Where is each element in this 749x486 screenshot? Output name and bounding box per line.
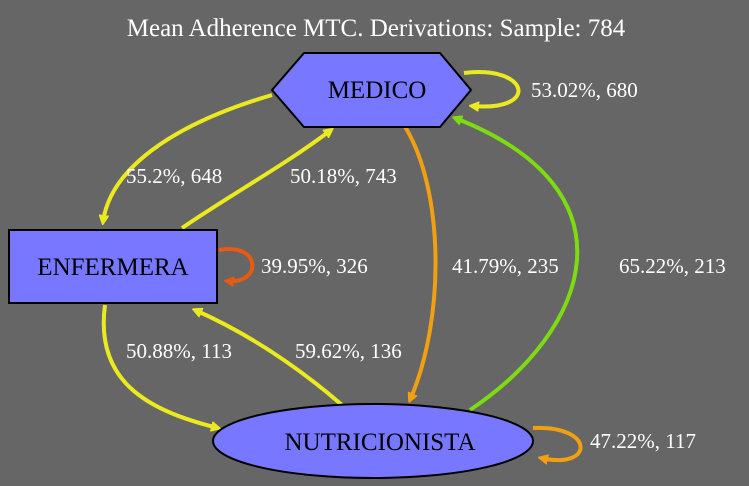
node-enfermera-label: ENFERMERA xyxy=(37,254,188,281)
node-medico-label: MEDICO xyxy=(328,77,427,104)
edge-enfermera-self xyxy=(218,247,255,281)
edge-label-enfermera-medico: 50.18%, 743 xyxy=(290,164,397,188)
edge-medico-to-nutricionista xyxy=(402,123,438,400)
edge-enfermera-to-nutricionista xyxy=(101,304,218,428)
edge-enfermera-to-medico xyxy=(180,130,331,230)
edge-label-medico-nutricionista: 41.79%, 235 xyxy=(452,254,559,278)
edge-nutricionista-to-medico xyxy=(455,118,580,412)
edge-label-nutricionista-medico: 65.22%, 213 xyxy=(619,254,726,278)
node-medico[interactable]: MEDICO xyxy=(270,52,473,128)
edge-label-medico-enfermera: 55.2%, 648 xyxy=(126,164,222,188)
edge-label-nutricionista-self: 47.22%, 117 xyxy=(590,429,696,453)
edge-label-medico-self: 53.02%, 680 xyxy=(531,78,638,102)
edge-medico-to-enfermera xyxy=(103,93,273,222)
edge-label-nutricionista-enfermera: 59.62%, 136 xyxy=(295,339,402,363)
edge-label-enfermera-nutricionista: 50.88%, 113 xyxy=(126,339,232,363)
node-enfermera[interactable]: ENFERMERA xyxy=(8,229,218,304)
edge-nutricionista-self xyxy=(532,425,583,460)
node-nutricionista[interactable]: NUTRICIONISTA xyxy=(212,403,534,479)
node-nutricionista-label: NUTRICIONISTA xyxy=(284,429,475,456)
edge-label-enfermera-self: 39.95%, 326 xyxy=(261,254,368,278)
edge-medico-self xyxy=(463,70,521,106)
edge-nutricionista-to-enfermera xyxy=(195,310,344,407)
diagram-title: Mean Adherence MTC. Derivations: Sample:… xyxy=(127,15,626,42)
